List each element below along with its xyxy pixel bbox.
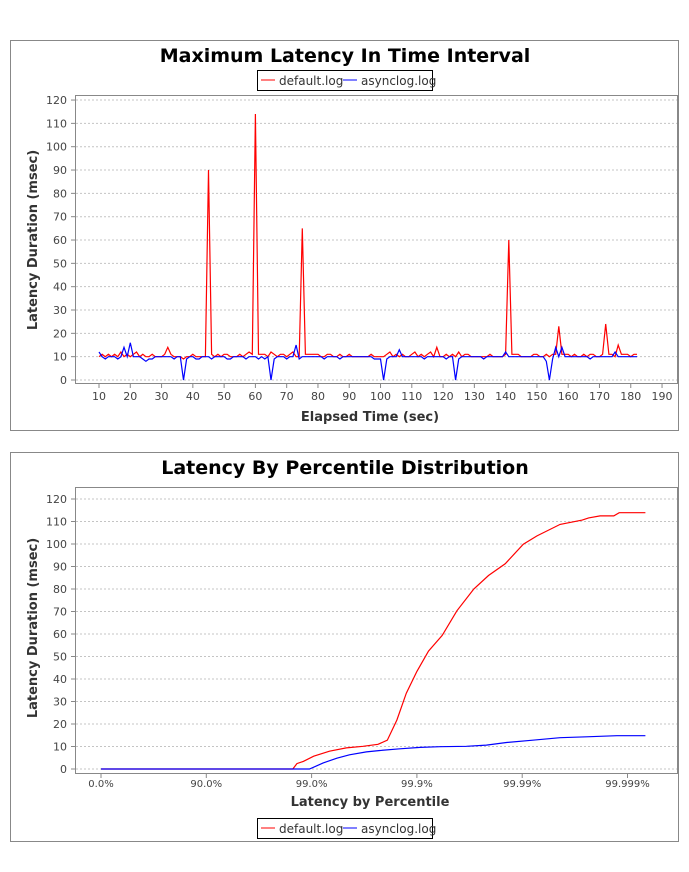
x-tick-label: 120 xyxy=(433,390,454,403)
x-tick-label: 40 xyxy=(186,390,200,403)
series-line-asynclog-log xyxy=(101,735,646,770)
x-tick-label: 60 xyxy=(248,390,262,403)
time-chart-title: Maximum Latency In Time Interval xyxy=(160,45,531,67)
x-tick-label: 180 xyxy=(620,390,641,403)
legend-label-default: default.log xyxy=(279,74,343,88)
x-tick-label: 90 xyxy=(342,390,356,403)
y-tick-label: 70 xyxy=(53,211,67,224)
y-tick-label: 40 xyxy=(53,673,67,686)
x-tick-label: 90.0% xyxy=(190,779,222,790)
y-tick-label: 110 xyxy=(46,117,67,130)
series-line-asynclog-log xyxy=(98,342,637,381)
x-tick-label: 130 xyxy=(464,390,485,403)
y-tick-label: 10 xyxy=(53,351,67,364)
y-tick-label: 80 xyxy=(53,583,67,596)
time-chart-xlabel: Elapsed Time (sec) xyxy=(301,410,439,425)
legend-label-asynclog: asynclog.log xyxy=(361,822,436,836)
y-tick-label: 70 xyxy=(53,606,67,619)
y-tick-label: 90 xyxy=(53,561,67,574)
y-tick-label: 90 xyxy=(53,164,67,177)
x-tick-label: 50 xyxy=(217,390,231,403)
x-tick-label: 140 xyxy=(495,390,516,403)
x-tick-label: 170 xyxy=(589,390,610,403)
series-line-default-log xyxy=(101,512,646,770)
percentile-chart-legend: default.log asynclog.log xyxy=(257,818,436,839)
x-tick-label: 99.999% xyxy=(605,779,650,790)
percentile-chart-title: Latency By Percentile Distribution xyxy=(161,457,529,479)
x-tick-label: 100 xyxy=(370,390,391,403)
legend-label-default: default.log xyxy=(279,822,343,836)
x-tick-label: 99.99% xyxy=(503,779,541,790)
time-chart-legend: default.log asynclog.log xyxy=(257,70,436,91)
y-tick-label: 20 xyxy=(53,718,67,731)
y-tick-label: 30 xyxy=(53,696,67,709)
y-tick-label: 80 xyxy=(53,187,67,200)
y-tick-label: 60 xyxy=(53,234,67,247)
x-tick-label: 99.9% xyxy=(401,779,433,790)
x-tick-label: 110 xyxy=(401,390,422,403)
y-tick-label: 10 xyxy=(53,741,67,754)
x-tick-label: 30 xyxy=(155,390,169,403)
y-tick-label: 60 xyxy=(53,628,67,641)
x-tick-label: 10 xyxy=(92,390,106,403)
y-tick-label: 50 xyxy=(53,257,67,270)
x-tick-label: 80 xyxy=(311,390,325,403)
x-tick-label: 190 xyxy=(652,390,673,403)
y-tick-label: 100 xyxy=(46,538,67,551)
x-tick-label: 0.0% xyxy=(88,779,113,790)
time-chart-ylabel: Latency Duration (msec) xyxy=(26,150,41,330)
y-tick-label: 30 xyxy=(53,304,67,317)
percentile-chart-xlabel: Latency by Percentile xyxy=(291,795,450,810)
x-tick-label: 99.0% xyxy=(296,779,328,790)
y-tick-label: 50 xyxy=(53,651,67,664)
x-tick-label: 20 xyxy=(123,390,137,403)
legend-label-asynclog: asynclog.log xyxy=(361,74,436,88)
y-tick-label: 40 xyxy=(53,281,67,294)
x-tick-label: 70 xyxy=(280,390,294,403)
y-tick-label: 20 xyxy=(53,327,67,340)
y-tick-label: 120 xyxy=(46,94,67,107)
y-tick-label: 0 xyxy=(60,374,67,387)
time-plot-area xyxy=(75,95,678,384)
y-tick-label: 110 xyxy=(46,516,67,529)
y-tick-label: 100 xyxy=(46,141,67,154)
y-tick-label: 0 xyxy=(60,763,67,776)
percentile-chart-ylabel: Latency Duration (msec) xyxy=(26,538,41,718)
x-tick-label: 160 xyxy=(558,390,579,403)
y-tick-label: 120 xyxy=(46,493,67,506)
percentile-plot-area xyxy=(75,487,678,774)
x-tick-label: 150 xyxy=(526,390,547,403)
